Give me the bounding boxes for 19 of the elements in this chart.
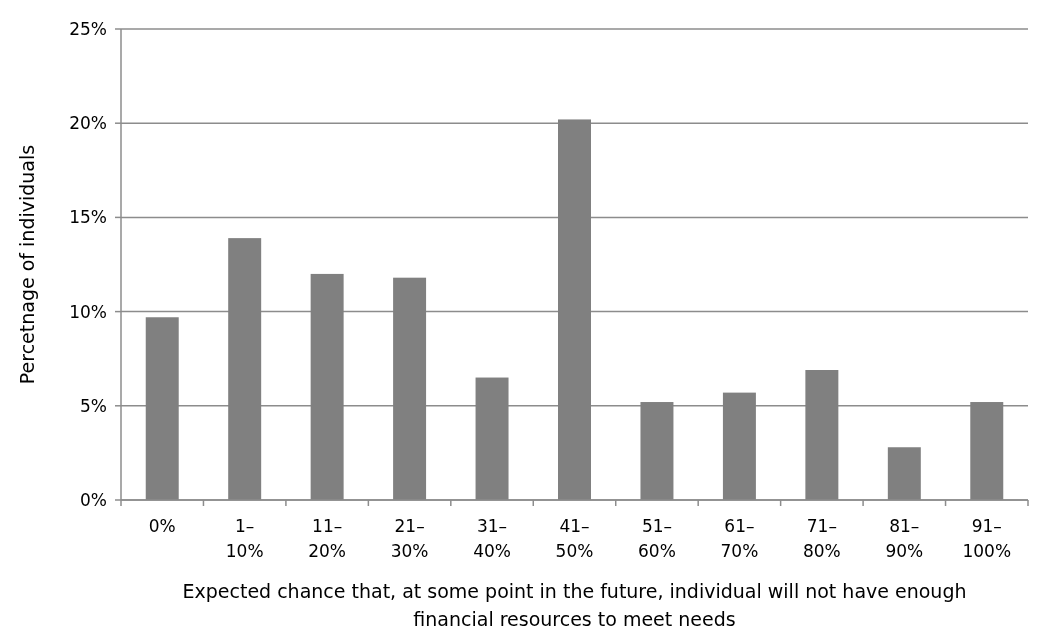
x-tick-label: 21–30% — [390, 516, 429, 561]
y-axis-title: Percetnage of individuals — [16, 144, 38, 385]
x-tick-label: 61–70% — [720, 516, 759, 561]
x-tick-label: 81–90% — [885, 516, 924, 561]
y-tick-label: 25% — [69, 18, 107, 39]
x-tick-label: 11–20% — [308, 516, 347, 561]
x-tick-label: 31–40% — [473, 516, 511, 561]
y-tick-label: 10% — [69, 301, 107, 322]
x-tick-label: 91–100% — [962, 516, 1012, 561]
x-tick-label: 41–50% — [555, 516, 594, 561]
x-tick-label: 0% — [148, 516, 176, 536]
y-tick-label: 0% — [80, 489, 107, 510]
x-tick-label: 71–80% — [802, 516, 841, 561]
y-tick-label: 20% — [69, 113, 107, 134]
x-tick-label: 51–60% — [638, 516, 676, 561]
x-axis-title: Expected chance that, at some point in the future, individual will not have enough financial resources to meet needs — [182, 580, 967, 630]
x-tick-label: 1–10% — [225, 516, 264, 561]
y-tick-label: 5% — [80, 395, 107, 416]
y-tick-label: 15% — [69, 207, 107, 228]
